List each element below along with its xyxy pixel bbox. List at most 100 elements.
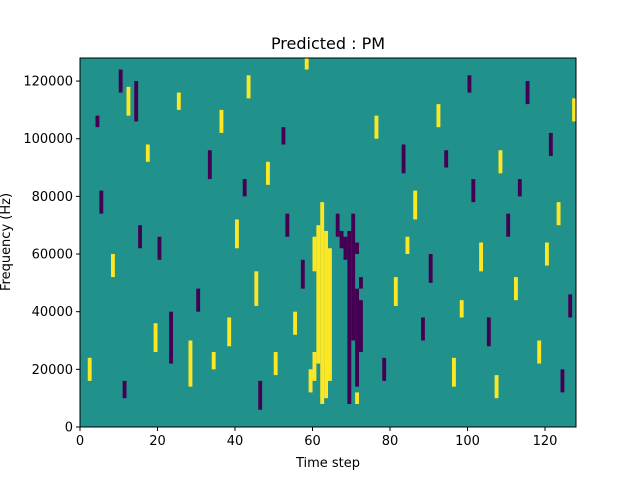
heatmap-cell <box>235 219 239 249</box>
heatmap-cell <box>351 213 356 341</box>
heatmap-cell <box>498 150 503 174</box>
heatmap-cell <box>467 75 472 93</box>
heatmap-cell <box>281 127 286 145</box>
heatmap-cell <box>153 323 158 353</box>
y-tick-label: 20000 <box>32 363 73 378</box>
heatmap-cell <box>343 236 348 260</box>
heatmap-cell <box>335 213 340 237</box>
heatmap-cell <box>359 300 363 353</box>
y-axis-label: Frequency (Hz) <box>0 193 14 291</box>
y-tick-label: 120000 <box>23 75 73 90</box>
heatmap-cell <box>99 190 104 214</box>
x-tick-label: 0 <box>76 434 84 449</box>
heatmap-cell <box>401 144 406 174</box>
chart-title: Predicted : PM <box>271 34 385 53</box>
heatmap-cell <box>219 109 224 133</box>
x-tick-label: 20 <box>149 434 166 449</box>
heatmap-cell <box>556 202 561 226</box>
heatmap-cell <box>486 317 491 347</box>
y-tick-label: 80000 <box>32 190 73 205</box>
heatmap-cell <box>316 225 321 364</box>
heatmap-cell <box>95 115 100 128</box>
y-tick-label: 100000 <box>23 132 73 147</box>
heatmap-cell <box>548 132 553 157</box>
heatmap-cell <box>506 213 511 237</box>
heatmap-cell <box>471 179 476 203</box>
heatmap-cell <box>459 300 464 318</box>
heatmap-cell <box>126 86 131 116</box>
heatmap-cell <box>242 179 247 197</box>
heatmap-cell <box>196 288 201 312</box>
heatmap-cell <box>494 375 499 399</box>
x-tick-label: 40 <box>227 434 244 449</box>
heatmap-cell <box>568 294 573 318</box>
heatmap-cell <box>347 230 352 404</box>
heatmap-cell <box>207 150 212 180</box>
heatmap-cell <box>355 392 360 404</box>
heatmap-cell <box>537 340 542 364</box>
heatmap-cell <box>355 288 360 387</box>
heatmap-cell <box>436 104 441 128</box>
heatmap-cell <box>122 380 127 399</box>
heatmap-cell <box>514 277 518 301</box>
x-tick-label: 120 <box>533 434 558 449</box>
heatmap-cell <box>339 230 344 249</box>
heatmap-cell <box>134 81 139 122</box>
heatmap-cell <box>560 369 565 393</box>
heatmap-cell <box>300 259 305 289</box>
heatmap-cell <box>169 311 174 364</box>
heatmap-cell <box>304 58 309 70</box>
heatmap-cell <box>87 357 92 381</box>
heatmap-cell <box>211 352 216 370</box>
plot-frame <box>79 57 577 428</box>
heatmap-cell <box>382 357 387 381</box>
heatmap-cell <box>479 242 484 272</box>
heatmap-cell <box>545 242 549 266</box>
x-tick-label: 80 <box>382 434 399 449</box>
heatmap-cell <box>308 369 313 393</box>
heatmap-cell <box>312 236 317 272</box>
heatmap-cell <box>254 271 259 306</box>
y-tick-label: 60000 <box>32 248 73 263</box>
heatmap-cell <box>374 115 379 139</box>
heatmap-cell <box>176 92 181 110</box>
heatmap-cell <box>138 225 143 249</box>
heatmap-cell <box>572 98 577 122</box>
x-axis-label: Time step <box>295 456 360 471</box>
heatmap-cell <box>328 248 332 381</box>
heatmap-cell <box>355 242 360 255</box>
heatmap-cell <box>452 357 456 387</box>
heatmap-cell <box>428 254 433 283</box>
y-axis: 0 20000 40000 60000 80000 100000 120000 <box>23 75 80 436</box>
x-tick-label: 60 <box>304 434 321 449</box>
heatmap-cell <box>246 75 251 99</box>
heatmap-cell <box>413 190 418 220</box>
heatmap-cell <box>525 81 530 105</box>
heatmap-cell <box>157 236 162 260</box>
heatmap-cell <box>517 179 522 197</box>
heatmap-cell <box>312 352 317 381</box>
x-tick-label: 100 <box>455 434 480 449</box>
plot-area <box>79 57 577 428</box>
heatmap-cell <box>111 254 115 278</box>
heatmap-cell <box>118 69 123 93</box>
heatmap-cell <box>444 150 449 168</box>
heatmap-cell <box>324 230 329 399</box>
heatmap-cell <box>320 202 325 404</box>
heatmap-cell <box>266 161 270 185</box>
heatmap-cell <box>421 317 425 341</box>
heatmap-cell <box>405 236 410 255</box>
heatmap-cell <box>293 311 298 335</box>
heatmap-cell <box>359 277 363 289</box>
heatmap-cell <box>188 340 193 387</box>
y-tick-label: 0 <box>65 421 73 436</box>
y-tick-label: 40000 <box>32 305 73 320</box>
heatmap-cell <box>258 380 263 410</box>
heatmap-cell <box>393 277 398 306</box>
heatmap-cell <box>145 144 150 162</box>
heatmap-cell <box>273 352 278 376</box>
heatmap-cell <box>285 213 290 237</box>
x-axis: 0 20 40 60 80 100 120 <box>76 427 558 449</box>
heatmap-cells <box>87 58 577 410</box>
